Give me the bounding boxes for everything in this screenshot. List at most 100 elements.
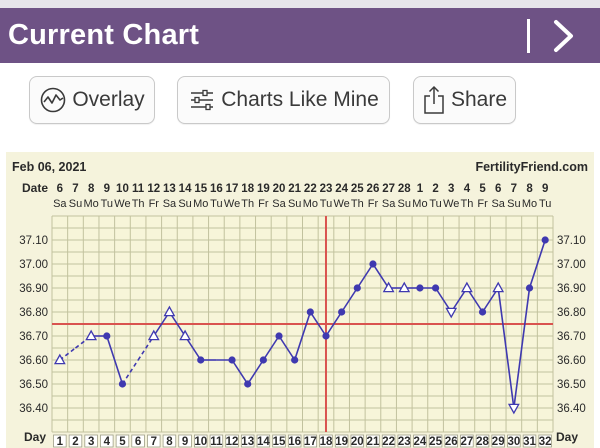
date-label: 6	[57, 183, 63, 195]
next-chart-button[interactable]	[540, 16, 590, 56]
day-number-cell	[381, 434, 396, 448]
day-number-cell	[131, 434, 145, 448]
chevron-right-icon	[554, 20, 573, 52]
day-number-label: 27	[460, 436, 473, 448]
sliders-icon	[191, 89, 214, 111]
day-number-label: 1	[57, 436, 64, 448]
day-number-cell	[538, 434, 552, 448]
bbt-chart: Feb 06, 2021 FertilityFriend.com Date Da…	[6, 152, 594, 448]
charts-like-mine-label: Charts Like Mine	[221, 88, 379, 111]
temperature-segment	[59, 347, 76, 361]
day-number-label: 22	[382, 436, 395, 448]
day-number-cell	[115, 434, 130, 448]
y-tick-label-left: 36.40	[19, 403, 48, 415]
y-tick-label-right: 37.00	[557, 259, 586, 271]
day-number-label: 12	[226, 436, 239, 448]
date-label: 7	[72, 183, 78, 195]
temperature-segment	[528, 239, 546, 289]
day-number-cell	[256, 434, 271, 448]
date-label: 14	[179, 183, 192, 195]
date-label: 24	[335, 183, 348, 195]
date-label: 20	[273, 183, 286, 195]
temperature-segment	[262, 335, 280, 361]
weekday-label: Mo	[193, 198, 208, 210]
day-number-cell	[366, 434, 380, 448]
weekday-label: Su	[507, 198, 520, 210]
temperature-segment	[325, 311, 343, 337]
overlay-button[interactable]: Overlay	[29, 76, 155, 124]
charts-like-mine-button[interactable]: Charts Like Mine	[177, 76, 390, 124]
temperature-point	[228, 356, 236, 364]
date-label: 5	[479, 183, 486, 195]
weekday-label: Su	[178, 198, 191, 210]
day-number-label: 7	[151, 436, 157, 448]
temperature-point	[353, 284, 361, 292]
date-label: 6	[495, 183, 501, 195]
date-label: 12	[147, 183, 160, 195]
day-number-label: 15	[273, 436, 286, 448]
share-icon	[424, 85, 444, 114]
weekday-label: Tu	[210, 198, 222, 210]
day-number-cell	[491, 434, 505, 448]
y-tick-label-right: 36.90	[557, 283, 586, 295]
y-tick-label-left: 37.10	[19, 235, 48, 247]
day-number-label: 13	[241, 436, 254, 448]
date-label: 3	[448, 183, 454, 195]
temperature-segment	[231, 359, 249, 385]
temperature-point-open	[492, 281, 505, 293]
temperature-point	[322, 332, 330, 340]
weekday-label: Sa	[272, 198, 286, 210]
y-tick-label-left: 36.90	[19, 283, 48, 295]
weekday-label: Tu	[320, 198, 332, 210]
day-number-label: 2	[72, 436, 78, 448]
day-number-label: 10	[194, 436, 207, 448]
date-label: 26	[367, 183, 380, 195]
day-row-label-left: Day	[24, 430, 46, 444]
weekday-label: Mo	[412, 198, 427, 210]
day-number-label: 21	[367, 436, 380, 448]
date-label: 9	[104, 183, 110, 195]
weekday-label: Fr	[368, 198, 379, 210]
weekday-label: Fr	[258, 198, 269, 210]
day-number-cell	[444, 434, 458, 448]
date-label: 21	[288, 183, 301, 195]
day-number-label: 24	[414, 436, 427, 448]
day-number-label: 18	[320, 436, 333, 448]
weekday-label: Sa	[53, 198, 67, 210]
temperature-point	[431, 284, 440, 292]
temperature-segment	[497, 287, 515, 409]
temperature-point	[525, 284, 534, 292]
date-label: 17	[226, 183, 239, 195]
weekday-label: Th	[460, 198, 473, 210]
day-number-cell	[522, 434, 537, 448]
date-label: 9	[542, 183, 548, 195]
day-number-cell	[53, 434, 67, 448]
date-label: 28	[398, 183, 411, 195]
day-number-cell	[162, 434, 177, 448]
day-number-label: 4	[104, 436, 111, 448]
weekday-label: Su	[288, 198, 301, 210]
y-tick-label-right: 37.10	[557, 235, 586, 247]
weekday-label: Su	[69, 198, 82, 210]
y-tick-label-right: 36.40	[557, 403, 586, 415]
day-number-label: 6	[135, 436, 141, 448]
temperature-point-open	[398, 281, 411, 293]
day-number-label: 23	[398, 436, 411, 448]
day-number-cell	[240, 434, 255, 448]
temperature-segment	[513, 287, 531, 409]
weekday-label: Tu	[101, 198, 113, 210]
day-number-cell	[68, 434, 83, 448]
y-tick-label-left: 36.60	[19, 355, 48, 367]
date-label: 7	[511, 183, 517, 195]
weekday-label: Sa	[382, 198, 396, 210]
day-number-label: 32	[539, 436, 552, 448]
temperature-point	[118, 380, 127, 388]
temperature-segment	[356, 263, 374, 289]
date-label: 16	[210, 183, 223, 195]
day-number-cell	[147, 434, 161, 448]
temperature-point-open	[382, 281, 395, 293]
weekday-label: Mo	[84, 198, 99, 210]
share-button[interactable]: Share	[413, 76, 516, 124]
temperature-point	[275, 332, 283, 340]
y-tick-label-right: 36.50	[557, 379, 586, 391]
